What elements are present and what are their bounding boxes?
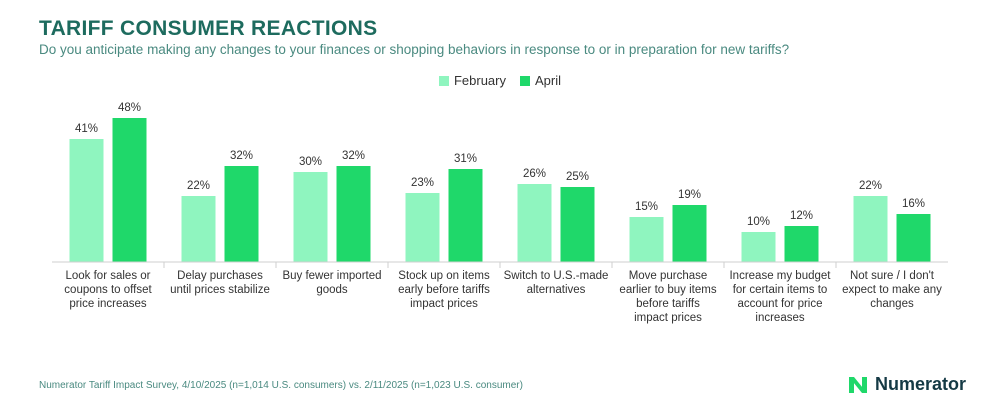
chart-subtitle: Do you anticipate making any changes to … — [39, 42, 790, 57]
bar-february-4 — [517, 184, 552, 262]
category-label-line: Not sure / I don't — [850, 270, 935, 282]
bar-april-6 — [784, 226, 819, 262]
source-footnote: Numerator Tariff Impact Survey, 4/10/202… — [39, 380, 523, 391]
category-label-line: Look for sales or — [65, 270, 150, 282]
category-label-line: Stock up on items — [398, 270, 490, 282]
legend-item-february: February — [438, 73, 506, 88]
bar-february-3 — [405, 193, 440, 262]
brand-logo: Numerator — [848, 374, 966, 395]
category-label-line: expect to make any — [842, 284, 942, 296]
category-label-line: account for price — [737, 298, 822, 310]
legend-label-february: February — [453, 73, 506, 88]
bar-april-1 — [224, 166, 259, 262]
bar-april-7 — [896, 214, 931, 262]
data-label-february-1: 22% — [187, 180, 210, 192]
bar-february-1 — [181, 196, 216, 262]
bar-february-5 — [629, 217, 664, 262]
bar-february-2 — [293, 172, 328, 262]
category-label-line: Increase my budget — [729, 270, 831, 282]
data-label-april-7: 16% — [902, 198, 925, 210]
category-label-5: Move purchase earlier to buy items before … — [619, 270, 716, 324]
data-label-april-1: 32% — [230, 150, 253, 162]
category-label-line: impact prices — [634, 312, 702, 324]
category-label-line: Move purchase — [629, 270, 708, 282]
bar-february-0 — [69, 139, 104, 262]
bar-april-5 — [672, 205, 707, 262]
data-label-february-5: 15% — [635, 201, 658, 213]
data-label-april-5: 19% — [678, 189, 701, 201]
legend-label-april: April — [535, 73, 562, 88]
legend-swatch-april — [520, 75, 530, 86]
data-label-february-0: 41% — [75, 123, 98, 135]
category-label-1: Delay purchases until prices stabilize — [170, 270, 270, 296]
data-label-april-2: 32% — [342, 150, 365, 162]
category-label-line: coupons to offset — [64, 284, 152, 296]
category-label-line: increases — [755, 312, 804, 324]
data-label-april-0: 48% — [118, 102, 141, 114]
category-label-line: goods — [316, 284, 348, 296]
category-label-3: Stock up on items early before tariffs imp… — [398, 270, 490, 310]
data-label-february-7: 22% — [859, 180, 882, 192]
bar-april-0 — [112, 118, 147, 262]
data-label-april-4: 25% — [566, 171, 589, 183]
data-label-april-6: 12% — [790, 210, 813, 222]
data-label-february-3: 23% — [411, 177, 434, 189]
data-label-february-4: 26% — [523, 168, 546, 180]
category-label-0: Look for sales or coupons to offset price … — [64, 270, 152, 310]
category-label-6: Increase my budget for certain items to ac… — [729, 270, 831, 324]
bar-april-3 — [448, 169, 483, 262]
category-label-line: for certain items to — [733, 284, 828, 296]
bar-february-6 — [741, 232, 776, 262]
category-label-line: impact prices — [410, 298, 478, 310]
data-label-february-2: 30% — [299, 156, 322, 168]
legend-swatch-february — [438, 75, 449, 86]
legend: February April — [0, 73, 1000, 88]
category-label-line: Delay purchases — [177, 270, 263, 282]
category-label-line: before tariffs — [636, 298, 700, 310]
category-label-line: early before tariffs — [398, 284, 490, 296]
category-label-line: earlier to buy items — [619, 284, 716, 296]
bar-april-2 — [336, 166, 371, 262]
data-label-april-3: 31% — [454, 153, 477, 165]
data-label-february-6: 10% — [747, 216, 770, 228]
bar-april-4 — [560, 187, 595, 262]
bar-february-7 — [853, 196, 888, 262]
numerator-n-icon — [849, 376, 867, 393]
chart-title: TARIFF CONSUMER REACTIONS — [39, 17, 378, 40]
category-label-line: until prices stabilize — [170, 284, 270, 296]
category-label-line: price increases — [69, 298, 147, 310]
legend-item-april: April — [520, 73, 561, 88]
category-label-4: Switch to U.S.-made alternatives — [504, 270, 609, 296]
category-label-7: Not sure / I don't expect to make any chan… — [842, 270, 942, 310]
category-label-2: Buy fewer imported goods — [282, 270, 381, 296]
category-label-line: Switch to U.S.-made — [504, 270, 609, 282]
brand-name: Numerator — [875, 374, 967, 394]
category-label-line: changes — [870, 298, 914, 310]
category-label-line: Buy fewer imported — [282, 270, 381, 282]
bar-chart: 41% 48% Look for sales or coupons to offset… — [52, 102, 948, 324]
category-label-line: alternatives — [527, 284, 586, 296]
